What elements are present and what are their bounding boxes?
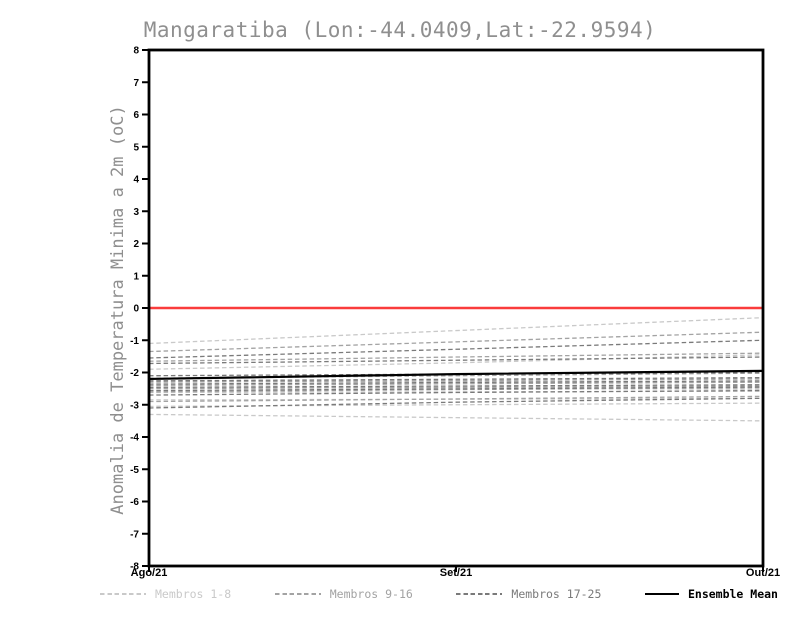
x-tick-label-out21: Out/21 (745, 567, 781, 579)
y-tick-label: 6 (133, 110, 139, 121)
y-tick-label: 3 (133, 207, 139, 218)
y-tick-label: -5 (130, 465, 139, 476)
legend-item-membros-9-16: Membros 9-16 (274, 587, 413, 601)
y-tick-label: 8 (133, 46, 139, 57)
legend-item-membros-1-8: Membros 1-8 (100, 587, 231, 601)
member-line (148, 386, 764, 392)
y-tick-label: -4 (130, 433, 139, 444)
legend: Membros 1-8 Membros 9-16 Membros 17-25 E… (100, 586, 778, 602)
legend-item-ensemble-mean: Ensemble Mean (644, 587, 778, 601)
member-line (148, 378, 764, 383)
y-tick-label: -8 (130, 562, 139, 573)
member-line (148, 377, 764, 382)
member-line (148, 413, 764, 422)
x-tick-label-ago21: Ago/21 (130, 567, 168, 579)
member-line (148, 384, 764, 388)
y-tick-label: 1 (133, 271, 139, 282)
member-line (148, 402, 764, 408)
member-line (148, 397, 764, 409)
member-line (148, 389, 764, 396)
y-tick-label: 4 (133, 175, 139, 186)
member-line (148, 352, 764, 362)
x-tick-label-set21: Set/21 (439, 567, 473, 579)
dashed-line-sample-icon (100, 593, 146, 595)
member-line (148, 356, 764, 365)
legend-label: Membros 1-8 (155, 587, 232, 601)
y-tick-label: -2 (130, 368, 139, 379)
y-tick-label: 5 (133, 142, 139, 153)
legend-label: Membros 17-25 (511, 587, 602, 601)
y-tick-label: -1 (130, 336, 139, 347)
y-tick-label: -7 (130, 529, 139, 540)
member-line (148, 339, 764, 359)
legend-item-membros-17-25: Membros 17-25 (456, 587, 601, 601)
member-line (148, 380, 764, 385)
y-tick-label: 7 (133, 78, 139, 89)
member-line (148, 395, 764, 403)
ensemble-mean-line (148, 369, 764, 381)
y-tick-label: -6 (130, 497, 139, 508)
dashed-line-sample-icon (274, 593, 321, 595)
legend-label: Membros 9-16 (329, 587, 413, 601)
member-line (148, 331, 764, 353)
y-tick-label: -3 (130, 400, 139, 411)
dashed-line-sample-icon (456, 593, 503, 595)
member-line (148, 317, 764, 345)
member-line (148, 385, 764, 390)
y-tick-label: 0 (133, 304, 139, 315)
legend-label: Ensemble Mean (687, 587, 778, 601)
chart-title: Mangaratiba (Lon:-44.0409,Lat:-22.9594) (143, 18, 657, 42)
solid-line-sample-icon (644, 593, 679, 595)
y-tick-label: 2 (133, 239, 139, 250)
member-line (148, 381, 764, 387)
